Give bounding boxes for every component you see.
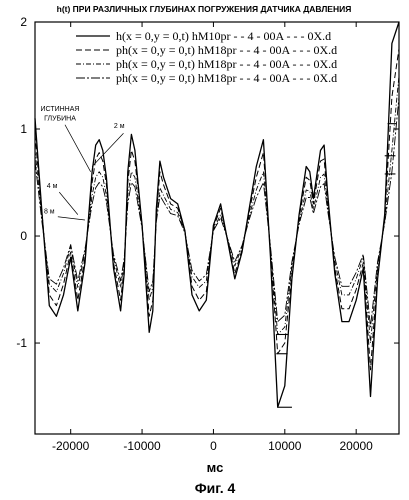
annotation-pointer xyxy=(59,192,78,214)
annotation: ИСТИННАЯ xyxy=(40,106,79,113)
annotation: ГЛУБИНА xyxy=(44,115,76,122)
x-tick-label: 10000 xyxy=(268,439,302,453)
x-tick-label: -10000 xyxy=(123,439,161,453)
y-tick-label: 2 xyxy=(20,15,27,29)
legend-label: ph(x = 0,y = 0,t) hM18pr - - 4 - 00A - -… xyxy=(116,43,337,57)
y-tick-label: 1 xyxy=(20,122,27,136)
x-tick-label: 0 xyxy=(210,439,217,453)
annotation: 4 м xyxy=(47,183,58,190)
legend-label: h(x = 0,y = 0,t) hM10pr - - 4 - 00A - - … xyxy=(116,29,331,43)
annotation-pointer xyxy=(58,217,85,220)
annotations: ИСТИННАЯ ГЛУБИНА 2 м 4 м 8 м xyxy=(40,106,124,220)
x-tick-label: -20000 xyxy=(52,439,90,453)
annotation-pointer xyxy=(65,125,91,172)
x-axis-label: мс xyxy=(207,460,224,475)
annotation-pointer xyxy=(92,133,123,166)
annotation: 8 м xyxy=(44,209,55,216)
x-tick-label: 20000 xyxy=(339,439,373,453)
y-tick-label: -1 xyxy=(16,336,27,350)
chart-title: h(t) ПРИ РАЗЛИЧНЫХ ГЛУБИНАХ ПОГРУЖЕНИЯ Д… xyxy=(57,4,352,14)
y-tick-label: 0 xyxy=(20,229,27,243)
legend-label: ph(x = 0,y = 0,t) hM18pr - - 4 - 00A - -… xyxy=(116,57,337,71)
legend-label: ph(x = 0,y = 0,t) hM18pr - - 4 - 00A - -… xyxy=(116,71,337,85)
annotation: 2 м xyxy=(114,123,125,130)
figure-caption: Фиг. 4 xyxy=(195,480,236,496)
legend: h(x = 0,y = 0,t) hM10pr - - 4 - 00A - - … xyxy=(76,29,337,85)
